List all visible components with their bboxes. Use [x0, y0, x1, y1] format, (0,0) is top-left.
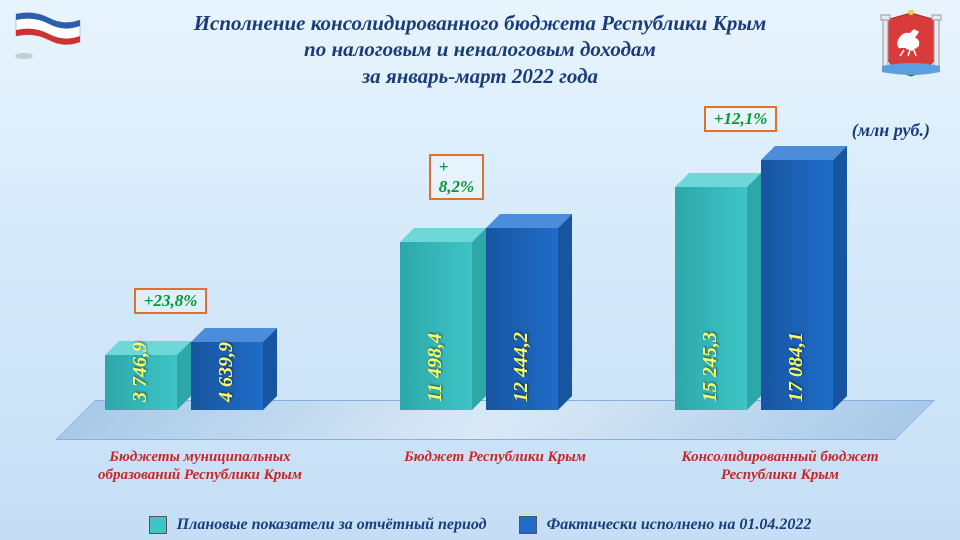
value-plan: 11 498,4: [424, 333, 447, 402]
pct-badge: + 8,2%: [429, 154, 484, 200]
value-fact: 12 444,2: [510, 332, 533, 402]
legend-fact: Фактически исполнено на 01.04.2022: [519, 516, 812, 534]
legend-swatch-plan: [149, 516, 167, 534]
category-label: Бюджеты муниципальных образований Респуб…: [90, 448, 310, 484]
legend: Плановые показатели за отчётный период Ф…: [0, 516, 960, 534]
title-line-3: за январь-март 2022 года: [0, 63, 960, 89]
legend-swatch-fact: [519, 516, 537, 534]
pct-badge: +12,1%: [704, 106, 778, 132]
legend-fact-label: Фактически исполнено на 01.04.2022: [547, 516, 812, 533]
value-plan: 3 746,9: [129, 342, 152, 402]
legend-plan-label: Плановые показатели за отчётный период: [177, 516, 487, 533]
legend-plan: Плановые показатели за отчётный период: [149, 516, 487, 534]
coat-of-arms-icon: [880, 10, 942, 80]
category-label: Консолидированный бюджет Республики Крым: [670, 448, 890, 484]
pct-badge: +23,8%: [134, 288, 208, 314]
page-title: Исполнение консолидированного бюджета Ре…: [0, 0, 960, 89]
flag-icon: [14, 12, 84, 60]
value-fact: 17 084,1: [785, 332, 808, 402]
title-line-1: Исполнение консолидированного бюджета Ре…: [0, 10, 960, 36]
value-fact: 4 639,9: [215, 342, 238, 402]
value-plan: 15 245,3: [699, 332, 722, 402]
category-label: Бюджет Республики Крым: [395, 448, 595, 466]
unit-label: (млн руб.): [852, 120, 930, 141]
bar-chart: +23,8% 3 746,9 4 639,9 + 8,2% 11 498,4 12 44…: [60, 150, 900, 440]
title-line-2: по налоговым и неналоговым доходам: [0, 36, 960, 62]
